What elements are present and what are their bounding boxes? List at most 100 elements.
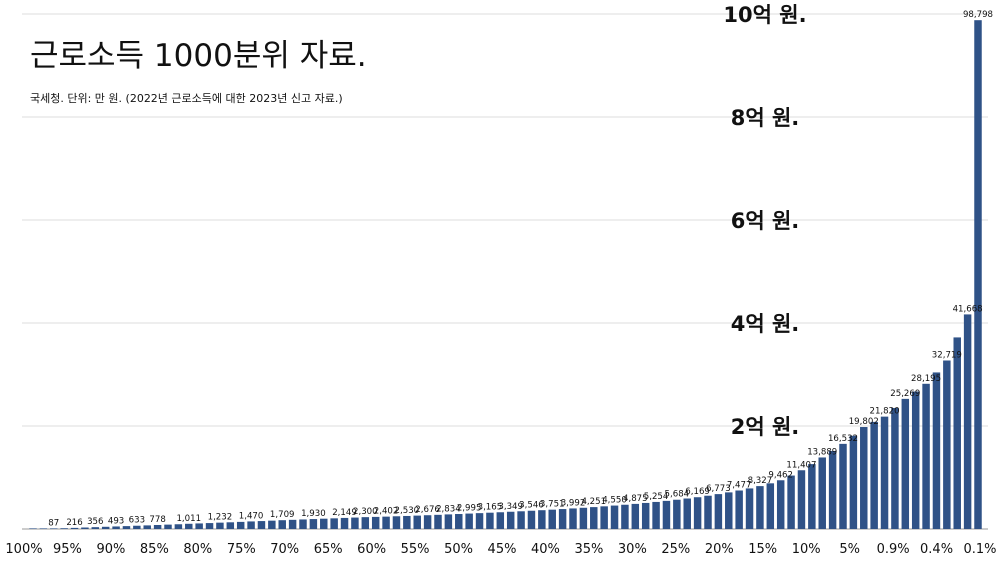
bar <box>392 516 401 529</box>
bar <box>174 524 183 529</box>
data-label: 6,169 <box>685 487 710 497</box>
x-tick-label: 0.9% <box>877 542 910 557</box>
x-tick-label: 15% <box>748 542 777 557</box>
bar <box>818 457 826 529</box>
y-tick-label: 10억 원. <box>723 3 806 27</box>
bar <box>340 517 349 529</box>
bar <box>413 515 421 529</box>
bar <box>641 502 650 529</box>
data-label: 2,676 <box>415 505 440 515</box>
data-label: 3,751 <box>540 500 565 510</box>
data-label: 19,802 <box>849 417 879 427</box>
data-label: 3,992 <box>561 498 586 508</box>
x-tick-label: 10% <box>792 542 821 557</box>
bar <box>39 528 48 529</box>
bar <box>756 486 764 529</box>
bar <box>29 528 37 529</box>
bar <box>776 480 785 529</box>
bar <box>652 501 660 529</box>
x-tick-label: 90% <box>96 542 125 557</box>
bar <box>257 521 266 529</box>
bar <box>579 507 588 529</box>
bar <box>600 506 608 529</box>
bar <box>164 524 172 529</box>
bar <box>288 519 297 529</box>
data-label: 3,546 <box>519 501 544 511</box>
gridlines <box>22 13 988 427</box>
data-label: 28,195 <box>911 374 941 384</box>
bar <box>828 450 837 529</box>
x-tick-label: 75% <box>227 542 256 557</box>
data-label: 1,709 <box>270 510 295 520</box>
x-tick-label: 65% <box>314 542 343 557</box>
bar <box>465 513 473 529</box>
data-label: 2,995 <box>457 504 482 514</box>
bar <box>590 507 598 529</box>
data-label: 216 <box>66 518 82 528</box>
data-label: 3,165 <box>478 503 503 513</box>
bar <box>953 337 961 529</box>
bar <box>320 518 328 529</box>
data-label: 9,462 <box>768 470 793 480</box>
data-label: 32,719 <box>932 350 962 360</box>
bar <box>631 503 640 529</box>
bar <box>714 494 723 529</box>
bar <box>849 435 858 529</box>
data-label: 8,327 <box>748 476 773 486</box>
x-tick-label: 50% <box>444 542 473 557</box>
data-label: 4,251 <box>581 497 606 507</box>
bar <box>496 512 505 529</box>
bar <box>963 314 972 529</box>
x-tick-label: 0.4% <box>920 542 953 557</box>
data-label: 633 <box>129 516 145 526</box>
bar <box>558 509 567 529</box>
bar <box>662 500 671 529</box>
bar <box>787 475 795 529</box>
bar <box>330 518 338 529</box>
x-tick-label: 60% <box>357 542 386 557</box>
bar <box>236 521 245 529</box>
x-tick-label: 5% <box>839 542 860 557</box>
bar <box>943 360 951 529</box>
bar <box>693 497 702 529</box>
bar <box>932 372 941 529</box>
bar <box>101 526 110 529</box>
bar <box>880 416 889 529</box>
data-label: 2,300 <box>353 507 378 517</box>
bar <box>725 492 733 529</box>
chart-subtitle: 국세청. 단위: 만 원. (2022년 근로소득에 대한 2023년 신고 자… <box>30 92 343 105</box>
bar <box>247 521 255 529</box>
bar <box>735 490 743 529</box>
bar <box>673 499 681 529</box>
data-label: 1,232 <box>208 513 233 523</box>
bar <box>216 522 224 529</box>
bar <box>506 511 515 529</box>
x-tick-label: 30% <box>618 542 647 557</box>
bar <box>922 383 930 529</box>
bar <box>226 522 235 529</box>
data-label: 493 <box>108 516 124 526</box>
data-label: 98,798 <box>963 10 993 20</box>
bar <box>486 512 494 529</box>
y-tick-labels: 2억 원. 4억 원. 6억 원. 8억 원. 10억 원. <box>723 3 806 439</box>
bar <box>610 505 619 529</box>
bar <box>351 517 359 529</box>
bar <box>891 407 899 529</box>
bar <box>538 510 546 529</box>
bar <box>808 464 816 529</box>
data-label: 21,820 <box>869 407 899 417</box>
data-label: 11,407 <box>786 460 816 470</box>
chart-title: 근로소득 1000분위 자료. <box>30 38 367 74</box>
x-tick-label: 100% <box>5 542 42 557</box>
bar <box>839 443 847 529</box>
data-label: 4,550 <box>602 496 627 506</box>
bar <box>70 527 79 529</box>
data-label: 13,889 <box>807 447 837 457</box>
y-tick-label: 4억 원. <box>731 312 800 336</box>
bar <box>278 520 286 529</box>
x-tick-label: 85% <box>140 542 169 557</box>
x-tick-label: 25% <box>661 542 690 557</box>
data-label: 87 <box>48 519 59 529</box>
bar <box>205 523 214 529</box>
bar <box>382 516 390 529</box>
